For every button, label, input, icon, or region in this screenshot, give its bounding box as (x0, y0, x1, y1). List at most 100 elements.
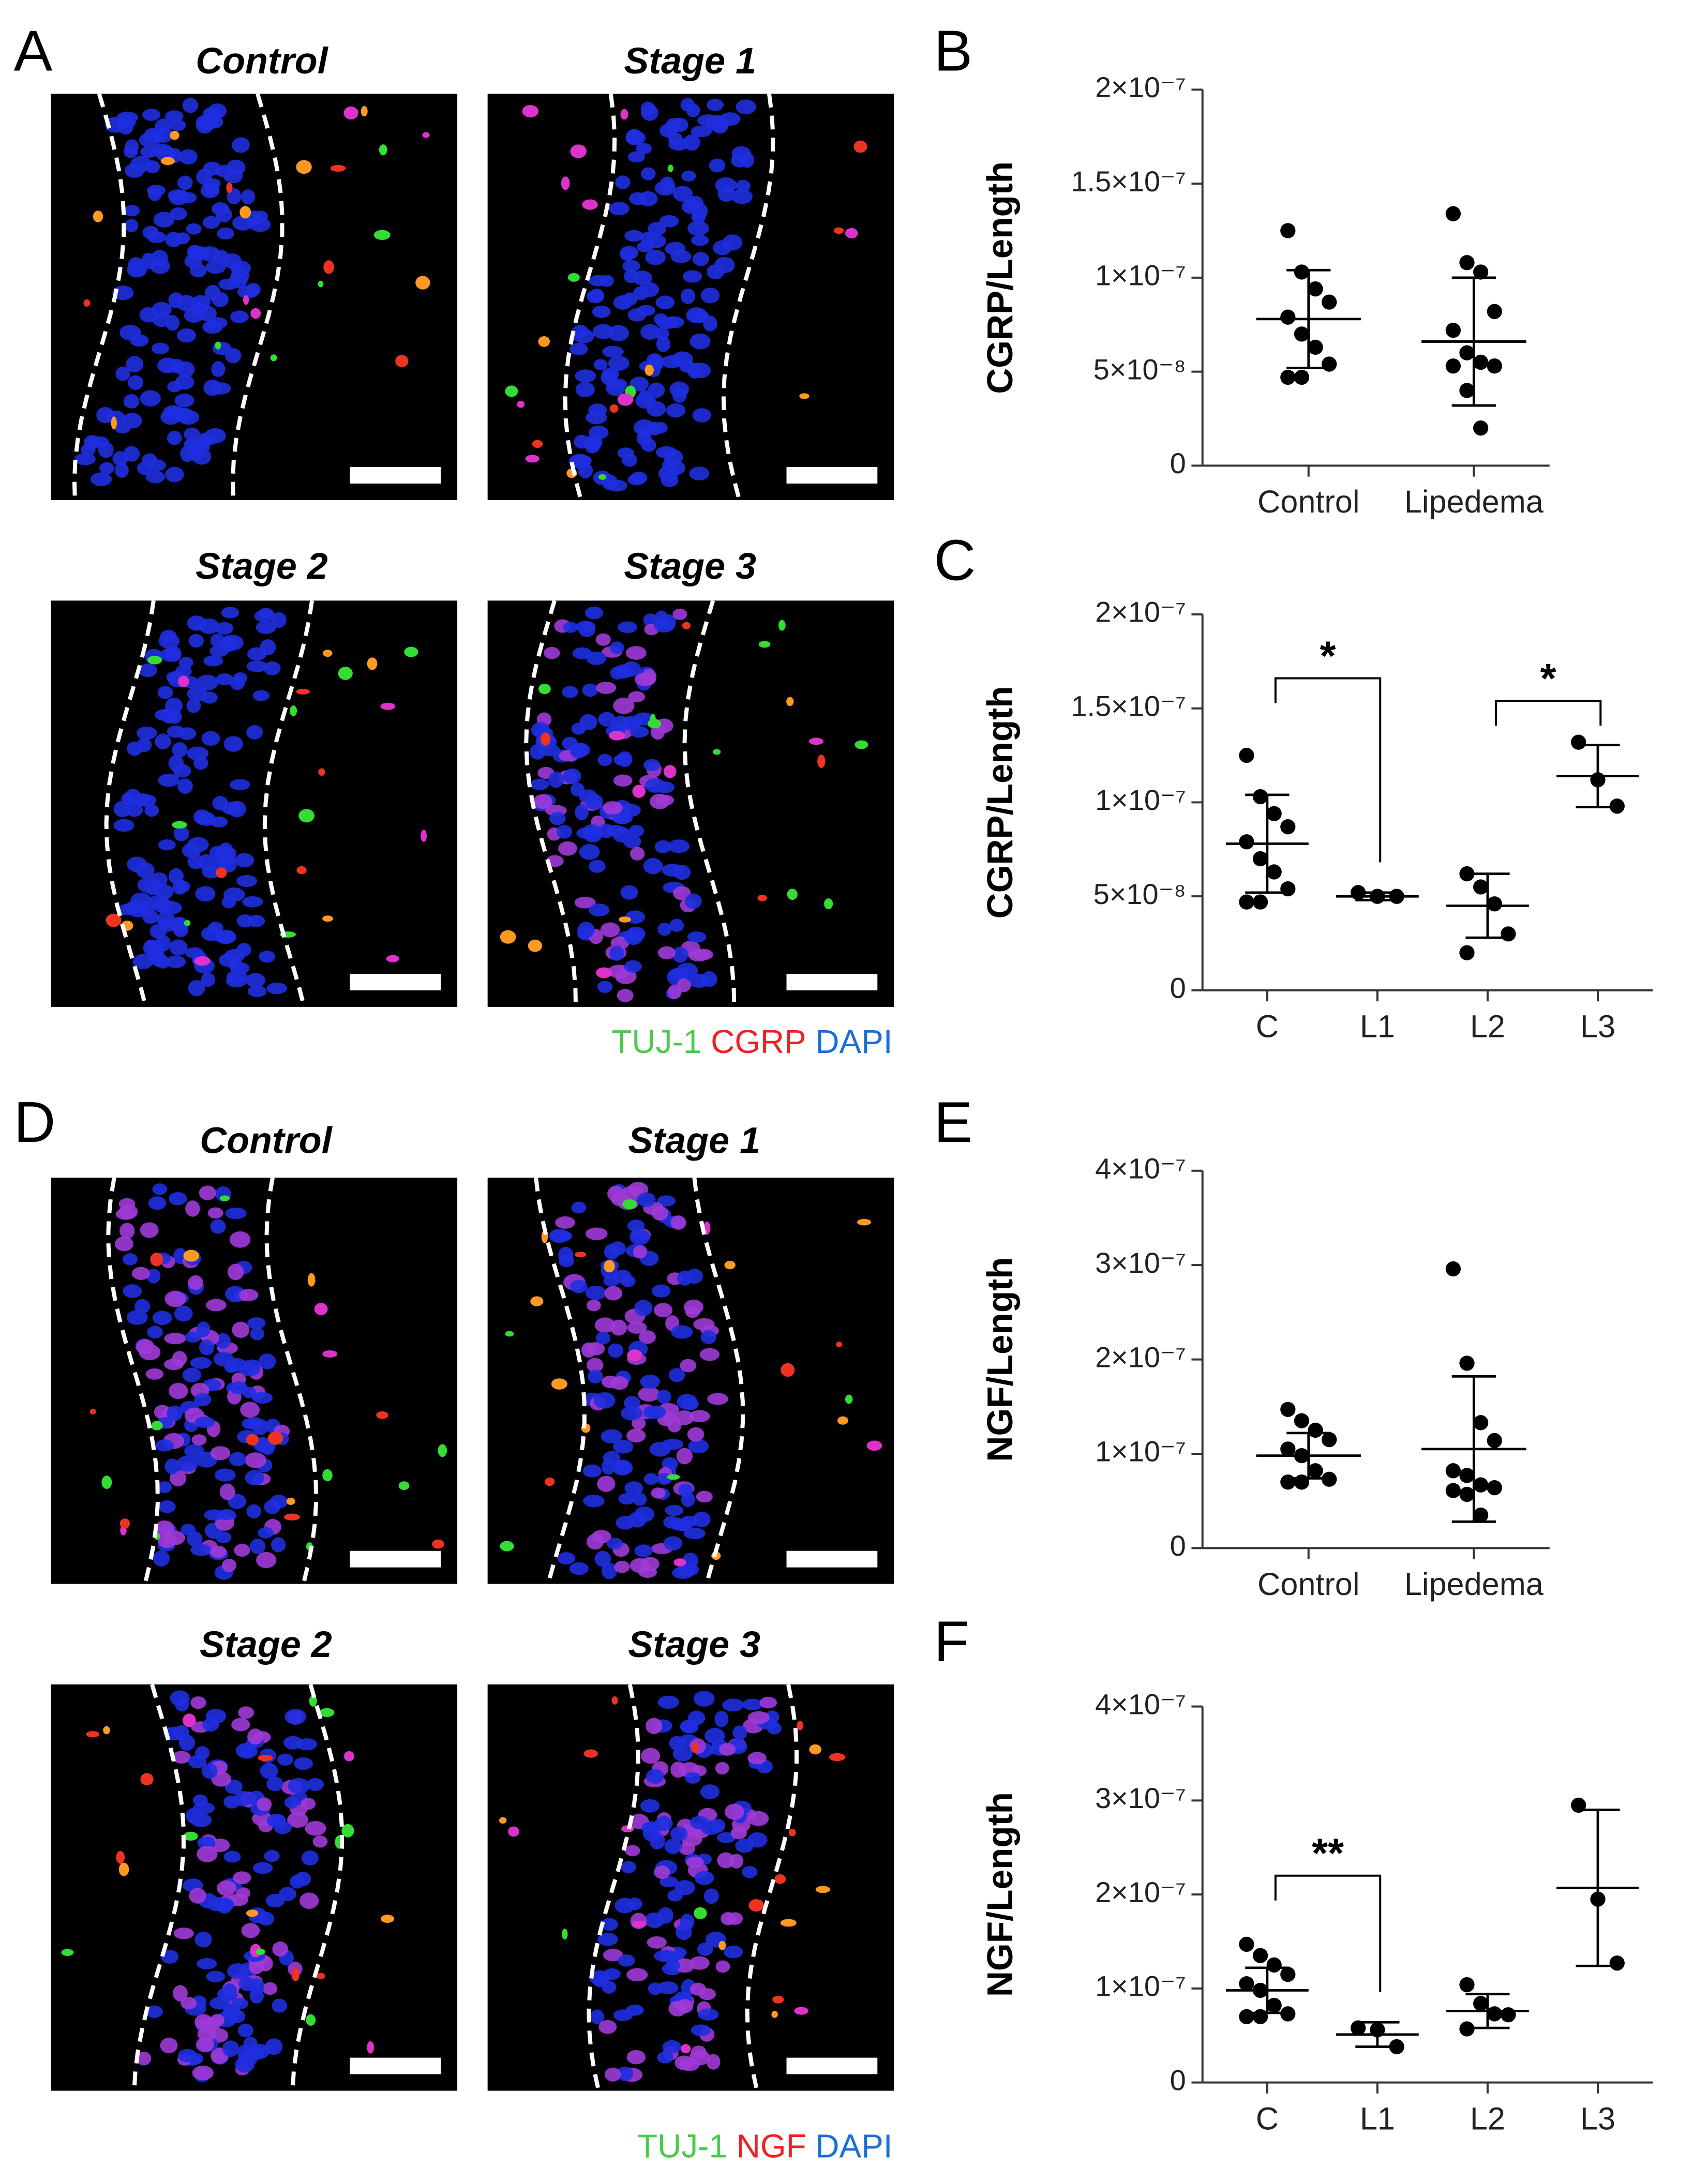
nucleus (146, 1269, 161, 1284)
nucleus (193, 1802, 215, 1814)
speck (183, 1713, 196, 1727)
x-tick-label: L3 (1580, 1009, 1615, 1044)
nucleus (641, 669, 657, 686)
y-axis-label: NGF/Length (980, 1257, 1020, 1462)
nucleus (178, 727, 197, 740)
nucleus (582, 683, 598, 697)
nucleus (247, 1317, 266, 1329)
scale-bar (786, 2057, 878, 2074)
nucleus (571, 743, 590, 757)
nucleus (142, 109, 161, 121)
nucleus (196, 1321, 211, 1337)
x-tick-label: Lipedema (1404, 1567, 1544, 1602)
nucleus (621, 1861, 636, 1873)
nucleus (165, 697, 183, 714)
nucleus (656, 446, 677, 459)
data-point (1294, 1413, 1310, 1428)
data-point (1473, 420, 1489, 436)
nucleus (222, 2040, 239, 2057)
data-point (1473, 1477, 1489, 1493)
speck (713, 749, 721, 755)
y-axis-label: CGRP/Length (980, 686, 1020, 919)
nucleus (578, 462, 593, 478)
speck (147, 655, 162, 665)
nucleus (234, 1544, 250, 1557)
speck (845, 228, 858, 239)
nucleus (670, 1325, 693, 1339)
nucleus (240, 1744, 254, 1757)
nucleus (241, 1923, 260, 1938)
nucleus (134, 1299, 151, 1314)
nucleus (136, 1339, 155, 1354)
speck (226, 182, 233, 193)
nucleus (145, 1368, 164, 1380)
nucleus (176, 295, 196, 311)
nucleus (137, 794, 157, 807)
speck (307, 1273, 316, 1287)
y-tick-label: 0 (1170, 447, 1186, 479)
x-tick-label: L1 (1360, 1009, 1395, 1044)
image-title: Stage 2 (200, 1624, 332, 1665)
nucleus (605, 2067, 621, 2082)
nucleus (570, 342, 588, 355)
speck (258, 1755, 274, 1762)
speck (291, 1968, 299, 1982)
data-point (1239, 1936, 1254, 1952)
data-point (1266, 806, 1282, 821)
nucleus (593, 1392, 616, 1409)
data-point (1473, 354, 1489, 370)
nucleus (247, 1728, 263, 1745)
nucleus (169, 358, 185, 373)
speck (673, 1558, 686, 1567)
nucleus (622, 661, 641, 677)
nucleus (646, 1769, 664, 1784)
nucleus (709, 158, 726, 173)
nucleus (640, 167, 656, 180)
nucleus (653, 1303, 673, 1318)
nucleus (262, 1982, 278, 1995)
nucleus (145, 471, 165, 484)
nucleus (586, 411, 607, 425)
speck (250, 308, 261, 319)
nucleus (266, 1776, 283, 1791)
nucleus (152, 128, 174, 143)
y-tick-label: 0 (1170, 2064, 1186, 2096)
nucleus (672, 186, 693, 202)
nucleus (229, 1452, 247, 1467)
nucleus (196, 114, 218, 130)
nucleus (747, 1711, 770, 1724)
nucleus (238, 1977, 256, 1992)
speck (667, 1474, 680, 1480)
nucleus (742, 1698, 763, 1711)
nucleus (227, 1263, 244, 1281)
nucleus (242, 1418, 259, 1429)
speck (322, 1469, 333, 1482)
nucleus (626, 926, 646, 941)
x-tick-label: L2 (1470, 2101, 1505, 2136)
speck (824, 898, 833, 910)
stain-cgrp: CGRP (711, 1023, 806, 1060)
nucleus (257, 1797, 272, 1812)
nucleus (684, 893, 702, 909)
nucleus (597, 1933, 618, 1946)
nucleus (585, 1227, 608, 1240)
nucleus (598, 823, 615, 838)
speck (183, 1831, 198, 1841)
stain-dapi: DAPI (815, 2127, 892, 2164)
nucleus (221, 1558, 237, 1572)
speck (632, 1920, 647, 1928)
nucleus (571, 1201, 587, 1214)
micrograph (51, 1177, 458, 1585)
nucleus (172, 1985, 188, 2002)
speck (609, 404, 619, 413)
speck (617, 393, 634, 406)
nucleus (221, 896, 236, 909)
nucleus (676, 962, 698, 979)
nucleus (153, 212, 175, 228)
nucleus (118, 904, 134, 915)
nucleus (266, 982, 287, 995)
nucleus (585, 606, 604, 620)
nucleus (177, 410, 200, 425)
nucleus (670, 1762, 686, 1778)
nucleus (197, 1846, 218, 1862)
